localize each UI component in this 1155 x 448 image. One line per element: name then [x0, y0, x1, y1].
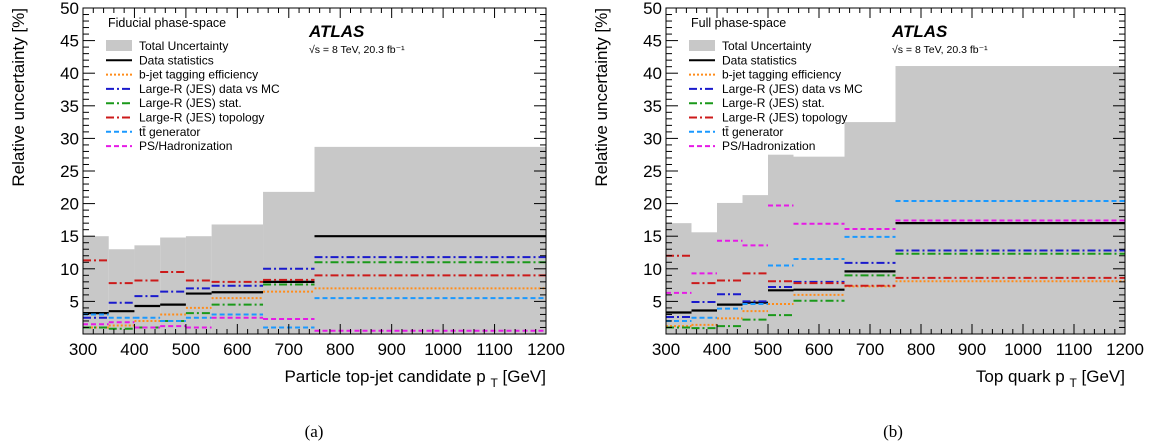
legend-label: Data statistics [139, 53, 214, 67]
total-uncertainty-bar [314, 146, 546, 334]
legend-label: Large-R (JES) stat. [139, 96, 242, 110]
x-tick-label: 600 [223, 340, 251, 359]
series-ps-hadronization [83, 316, 546, 332]
x-tick-label: 1100 [1056, 340, 1093, 359]
total-uncertainty-bar [793, 156, 845, 334]
series-large-r-jes-topology [83, 259, 546, 285]
total-uncertainty-bar [263, 191, 315, 334]
energy-luminosity-label: √s = 8 TeV, 20.3 fb⁻¹ [309, 44, 405, 56]
x-tick-label: 700 [856, 340, 884, 359]
y-tick-label: 50 [643, 0, 662, 18]
x-tick-label: 1100 [476, 340, 513, 359]
y-tick-label: 15 [643, 227, 662, 246]
y-tick-label: 30 [643, 129, 662, 148]
y-tick-label: 25 [643, 162, 662, 181]
legend-label: tt̄ generator [722, 125, 783, 139]
phase-space-label: Full phase-space [691, 16, 786, 30]
y-tick-label: 45 [643, 32, 662, 51]
x-tick-label: 800 [907, 340, 935, 359]
y-tick-label: 40 [60, 64, 79, 83]
total-uncertainty-bar [717, 202, 743, 334]
legend-label: Large-R (JES) topology [139, 111, 264, 125]
y-axis-label: Relative uncertainty [%] [592, 8, 611, 187]
legend-label: PS/Hadronization [139, 139, 232, 153]
legend-label: Large-R (JES) stat. [722, 96, 825, 110]
y-tick-label: 45 [60, 32, 79, 51]
x-tick-label: 400 [120, 340, 148, 359]
total-uncertainty-bar [742, 195, 768, 334]
series-b-jet-tagging-efficiency [666, 280, 1125, 328]
panel-label: (b) [883, 422, 903, 441]
x-tick-label: 900 [377, 340, 405, 359]
legend-label-total: Total Uncertainty [722, 39, 811, 53]
total-uncertainty-bar [185, 236, 212, 334]
legend-label: b-jet tagging efficiency [722, 68, 841, 82]
atlas-label: ATLAS [891, 22, 948, 41]
x-axis-label: Particle top-jet candidate p T [GeV] [284, 367, 546, 390]
legend-label-total: Total Uncertainty [139, 39, 228, 53]
y-axis-label: Relative uncertainty [%] [9, 8, 28, 187]
y-tick-label: 5 [70, 292, 79, 311]
x-tick-label: 300 [69, 340, 97, 359]
x-tick-label: 800 [326, 340, 354, 359]
total-uncertainty-bar [768, 154, 794, 334]
y-tick-label: 35 [60, 97, 79, 116]
x-tick-label: 1000 [1004, 340, 1042, 359]
x-tick-label: 400 [703, 340, 731, 359]
y-tick-label: 15 [60, 227, 79, 246]
series-large-r-jes-data-vs-mc [83, 256, 546, 319]
x-tick-label: 500 [172, 340, 200, 359]
phase-space-label: Fiducial phase-space [108, 16, 226, 30]
legend-swatch-total [106, 40, 132, 51]
x-tick-label: 1200 [527, 340, 565, 359]
total-uncertainty-bar [134, 245, 161, 334]
series-large-r-jes-data-vs-mc [666, 249, 1125, 319]
x-axis-label: Top quark p T [GeV] [976, 367, 1125, 390]
series-ps-hadronization [666, 204, 1125, 294]
legend-label: tt̄ generator [139, 125, 200, 139]
legend-label: Large-R (JES) data vs MC [722, 82, 863, 96]
total-uncertainty-bar [666, 223, 692, 334]
y-tick-label: 5 [653, 292, 662, 311]
y-tick-label: 50 [60, 0, 79, 18]
total-uncertainty-bar [211, 224, 264, 334]
y-tick-label: 40 [643, 64, 662, 83]
series-large-r-jes-stat- [666, 252, 1125, 330]
legend-label: b-jet tagging efficiency [139, 68, 258, 82]
chart-panel-b: 300 400 500 600 700 800 900 1000 1100 1200 5 10 15 20… [592, 0, 1144, 441]
x-tick-label: 1000 [424, 340, 462, 359]
panel-label: (a) [305, 422, 324, 441]
chart-panel-a: 300 400 500 600 700 800 900 1000 1100 1200 5 10 15 20… [9, 0, 565, 441]
total-uncertainty-bar [160, 237, 186, 334]
total-uncertainty-bar [83, 236, 109, 334]
x-tick-label: 1200 [1106, 340, 1144, 359]
atlas-label: ATLAS [308, 22, 365, 41]
series-data-statistics [666, 222, 1125, 314]
legend-label: Large-R (JES) data vs MC [139, 82, 280, 96]
series-data-statistics [83, 235, 546, 315]
legend-label: Data statistics [722, 53, 797, 67]
y-tick-label: 20 [60, 195, 79, 214]
y-tick-label: 10 [60, 260, 79, 279]
legend-label: PS/Hadronization [722, 139, 815, 153]
y-tick-label: 10 [643, 260, 662, 279]
legend-label: Large-R (JES) topology [722, 111, 847, 125]
x-tick-label: 900 [958, 340, 986, 359]
y-tick-label: 30 [60, 129, 79, 148]
x-tick-label: 700 [275, 340, 303, 359]
legend-swatch-total [689, 40, 715, 51]
x-tick-label: 600 [805, 340, 833, 359]
x-tick-label: 500 [754, 340, 782, 359]
y-tick-label: 20 [643, 195, 662, 214]
energy-luminosity-label: √s = 8 TeV, 20.3 fb⁻¹ [892, 44, 988, 56]
y-tick-label: 35 [643, 97, 662, 116]
y-tick-label: 25 [60, 162, 79, 181]
total-uncertainty-bar [108, 249, 135, 334]
x-tick-label: 300 [652, 340, 680, 359]
